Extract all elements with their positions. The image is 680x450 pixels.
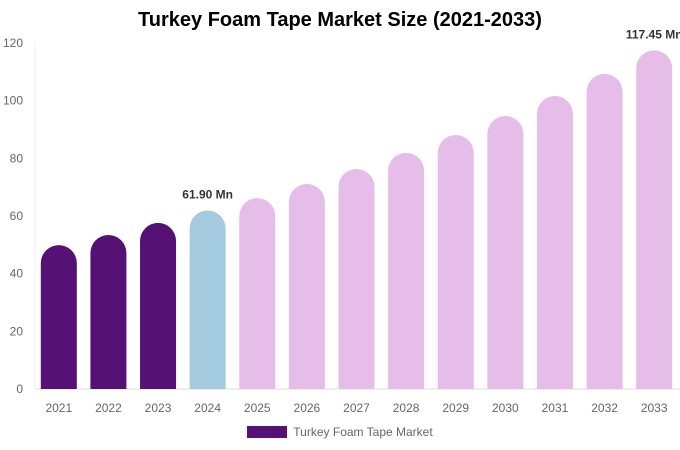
bar-2021	[40, 245, 77, 389]
y-tick-label: 100	[3, 94, 23, 108]
x-tick-label: 2033	[641, 401, 668, 415]
data-label: 117.45 Mn	[626, 27, 680, 41]
bar-2032	[586, 73, 623, 389]
bar-2029	[437, 134, 474, 389]
bar-2026	[288, 183, 325, 389]
x-tick-label: 2026	[294, 401, 321, 415]
y-tick-label: 80	[10, 151, 24, 165]
y-tick-label: 120	[3, 36, 23, 50]
chart-title: Turkey Foam Tape Market Size (2021-2033)	[138, 9, 542, 31]
y-tick-label: 20	[10, 324, 24, 338]
bar-2023	[140, 222, 177, 389]
x-tick-label: 2025	[244, 401, 271, 415]
legend-label: Turkey Foam Tape Market	[293, 425, 433, 439]
x-tick-label: 2024	[194, 401, 221, 415]
x-tick-label: 2032	[591, 401, 618, 415]
data-label: 61.90 Mn	[182, 188, 233, 202]
bar-2030	[487, 115, 524, 389]
x-tick-label: 2022	[95, 401, 122, 415]
bar-2028	[388, 152, 425, 389]
x-tick-label: 2029	[442, 401, 469, 415]
x-tick-label: 2030	[492, 401, 519, 415]
legend-swatch	[247, 426, 288, 438]
bar-2024	[189, 210, 226, 389]
x-tick-label: 2028	[393, 401, 420, 415]
bar-2027	[338, 169, 375, 389]
y-tick-label: 0	[16, 382, 23, 396]
x-tick-label: 2021	[45, 401, 72, 415]
x-tick-label: 2031	[542, 401, 569, 415]
x-tick-label: 2027	[343, 401, 370, 415]
bar-2033	[636, 50, 673, 389]
x-tick-label: 2023	[145, 401, 172, 415]
bar-2031	[536, 96, 573, 389]
y-tick-label: 40	[10, 267, 24, 281]
y-tick-label: 60	[10, 209, 24, 223]
legend[interactable]: Turkey Foam Tape Market	[0, 425, 680, 439]
bar-2025	[239, 198, 276, 389]
bar-2022	[90, 235, 127, 389]
